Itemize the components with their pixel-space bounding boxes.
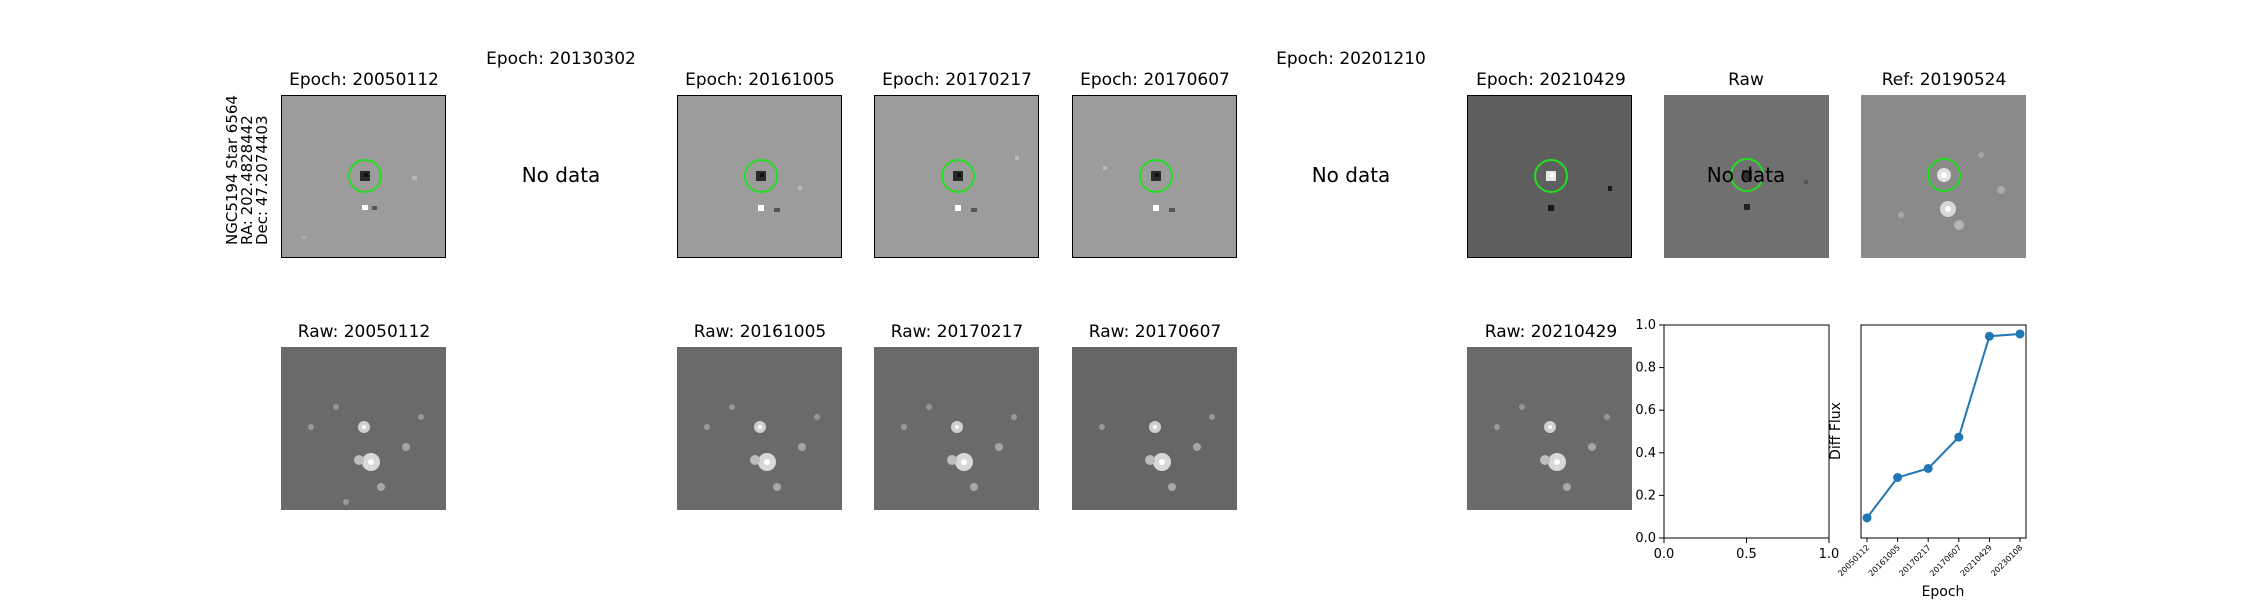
diff-image-epoch-5 <box>1072 95 1237 258</box>
diff-image-epoch-3 <box>677 95 842 258</box>
diff-flux-point <box>1984 331 1994 341</box>
panel-title-epoch-5: Epoch: 20170607 <box>1080 70 1230 90</box>
diff-image-epoch-1 <box>281 95 446 258</box>
empty-axes-ytick-label: 1.0 <box>1635 318 1656 333</box>
empty-axes-frame <box>1663 324 1830 539</box>
target-circle <box>1534 159 1568 193</box>
no-data-label-epoch-2: No data <box>521 163 601 187</box>
panel-title-epoch-1: Epoch: 20050112 <box>289 70 439 90</box>
diff-flux-xlabel: Epoch <box>1922 584 1965 600</box>
diff-image-content <box>941 156 1019 212</box>
raw-image-content <box>704 404 820 491</box>
target-circle <box>1730 158 1764 192</box>
raw-image-1 <box>281 347 446 510</box>
diff-flux-point <box>2015 329 2025 339</box>
diff-flux-xtick-label: 20161005 <box>1867 543 1902 578</box>
raw-image-content <box>1730 158 1808 210</box>
diff-flux-xtick-label: 20170217 <box>1897 543 1932 578</box>
diff-flux-xtick-label: 20170607 <box>1928 543 1963 578</box>
diff-flux-axes-frame <box>1860 324 2027 539</box>
diff-flux-point <box>1954 432 1964 442</box>
no-data-label-epoch-6: No data <box>1311 163 1391 187</box>
diff-image-epoch-7 <box>1467 95 1632 258</box>
panel-title-raw-5: Raw: 20210429 <box>1484 322 1618 342</box>
target-circle <box>348 159 382 193</box>
reference-image-content <box>1898 152 2005 230</box>
diff-flux-xtick-label: 20210429 <box>1959 543 1994 578</box>
panel-title-epoch-6: Epoch: 20201210 <box>1276 49 1426 69</box>
raw-image-5 <box>1467 347 1632 510</box>
diff-flux-xtick-label: 20230108 <box>1989 543 2024 578</box>
empty-axes-ytick-label: 0.6 <box>1635 403 1656 418</box>
empty-axes-xtick-label: 1.0 <box>1819 547 1840 562</box>
diff-flux-ylabel: Diff Flux <box>1828 402 1844 460</box>
empty-axes-ytick-label: 0.2 <box>1635 488 1656 503</box>
diff-flux-xtick-label: 20050112 <box>1836 543 1871 578</box>
reference-image <box>1861 95 2026 258</box>
empty-axes-ytick-label: 0.8 <box>1635 361 1656 376</box>
diff-flux-point <box>1862 513 1872 523</box>
panel-title-epoch-7: Epoch: 20210429 <box>1476 70 1626 90</box>
panel-title-epoch-3: Epoch: 20161005 <box>685 70 835 90</box>
raw-image-content <box>1494 404 1610 491</box>
empty-axes-ytick-label: 0.0 <box>1635 531 1656 546</box>
diff-image-content <box>302 159 417 239</box>
diff-image-epoch-4 <box>874 95 1039 258</box>
diff-image-content <box>1534 159 1612 211</box>
empty-axes-xtick-label: 0.5 <box>1736 547 1757 562</box>
empty-axes-plot: 0.0 0.5 1.0 0.0 0.2 0.4 0.6 0.8 1.0 <box>1635 318 1840 562</box>
diff-flux-chart: 2005011220161005201702172017060720210429… <box>1828 324 2027 600</box>
no-data-overlay-label: No data <box>1706 163 1786 187</box>
panel-title-raw-2: Raw: 20161005 <box>693 322 827 342</box>
panel-title-raw-3: Raw: 20170217 <box>890 322 1024 342</box>
diff-flux-series-line <box>1866 332 2021 519</box>
raw-image-4 <box>1072 347 1237 510</box>
diff-flux-point <box>1923 463 1933 473</box>
star-dec: Dec: 47.2074403 <box>253 115 271 245</box>
target-circle <box>1139 159 1173 193</box>
raw-image-3 <box>874 347 1039 510</box>
raw-image-content <box>1099 414 1215 491</box>
empty-axes-xtick-label: 0.0 <box>1654 547 1675 562</box>
panel-title-reference: Ref: 20190524 <box>1881 70 2007 90</box>
target-circle <box>1927 158 1961 192</box>
target-circle <box>941 159 975 193</box>
diff-image-content <box>744 159 802 212</box>
raw-image-content <box>901 404 1017 491</box>
target-circle <box>744 159 778 193</box>
panel-title-epoch-4: Epoch: 20170217 <box>882 70 1032 90</box>
raw-image-2 <box>677 347 842 510</box>
diff-flux-point <box>1893 472 1903 482</box>
empty-axes-ytick-label: 0.4 <box>1635 446 1656 461</box>
panel-title-raw-4: Raw: 20170607 <box>1088 322 1222 342</box>
panel-title-raw-1: Raw: 20050112 <box>297 322 431 342</box>
panel-title-epoch-2: Epoch: 20130302 <box>486 49 636 69</box>
raw-image-content <box>308 404 424 505</box>
star-info: NGC5194 Star 6564 RA: 202.4828442 Dec: 4… <box>223 95 271 245</box>
panel-title-raw: Raw <box>1728 70 1764 90</box>
diff-image-content <box>1103 159 1175 212</box>
raw-image-top <box>1664 95 1829 258</box>
